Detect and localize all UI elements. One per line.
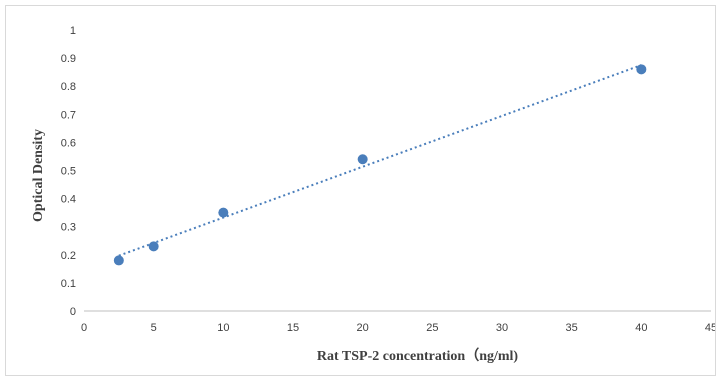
data-point [218,207,229,218]
y-tick-label: 0 [70,306,76,318]
y-tick-label: 0.6 [61,137,76,149]
y-axis-ticks: 0 0.1 0.2 0.3 0.4 0.5 0.6 0.7 0.8 0.9 1 [61,25,76,318]
chart-frame: 0 0.1 0.2 0.3 0.4 0.5 0.6 0.7 0.8 0.9 1 0 5 10 15 20 25… [5,5,716,376]
x-tick-label: 40 [635,322,647,334]
x-tick-label: 15 [287,322,299,334]
x-tick-label: 45 [705,322,715,334]
y-tick-label: 0.5 [61,166,76,178]
y-tick-label: 0.3 [61,222,76,234]
y-tick-label: 0.9 [61,53,76,65]
x-tick-label: 35 [566,322,578,334]
data-point [113,255,124,266]
x-tick-label: 30 [496,322,508,334]
data-point [636,64,647,75]
y-tick-label: 0.2 [61,250,76,262]
data-point [357,154,368,165]
data-points [113,64,647,266]
trendline [118,64,642,257]
y-tick-label: 0.7 [61,109,76,121]
x-tick-label: 25 [426,322,438,334]
y-tick-label: 0.8 [61,81,76,93]
data-point [148,241,159,252]
x-axis-ticks: 0 5 10 15 20 25 30 35 40 45 [81,322,715,334]
scatter-chart: 0 0.1 0.2 0.3 0.4 0.5 0.6 0.7 0.8 0.9 1 0 5 10 15 20 25… [31,25,715,364]
y-tick-label: 1 [70,25,76,37]
y-tick-label: 0.1 [61,278,76,290]
y-axis-title: Optical Density [31,129,46,222]
y-tick-label: 0.4 [61,194,76,206]
x-tick-label: 10 [217,322,229,334]
x-tick-label: 5 [151,322,157,334]
x-axis-title: Rat TSP-2 concentration（ng/ml) [317,348,519,364]
x-tick-label: 0 [81,322,87,334]
x-tick-label: 20 [357,322,369,334]
